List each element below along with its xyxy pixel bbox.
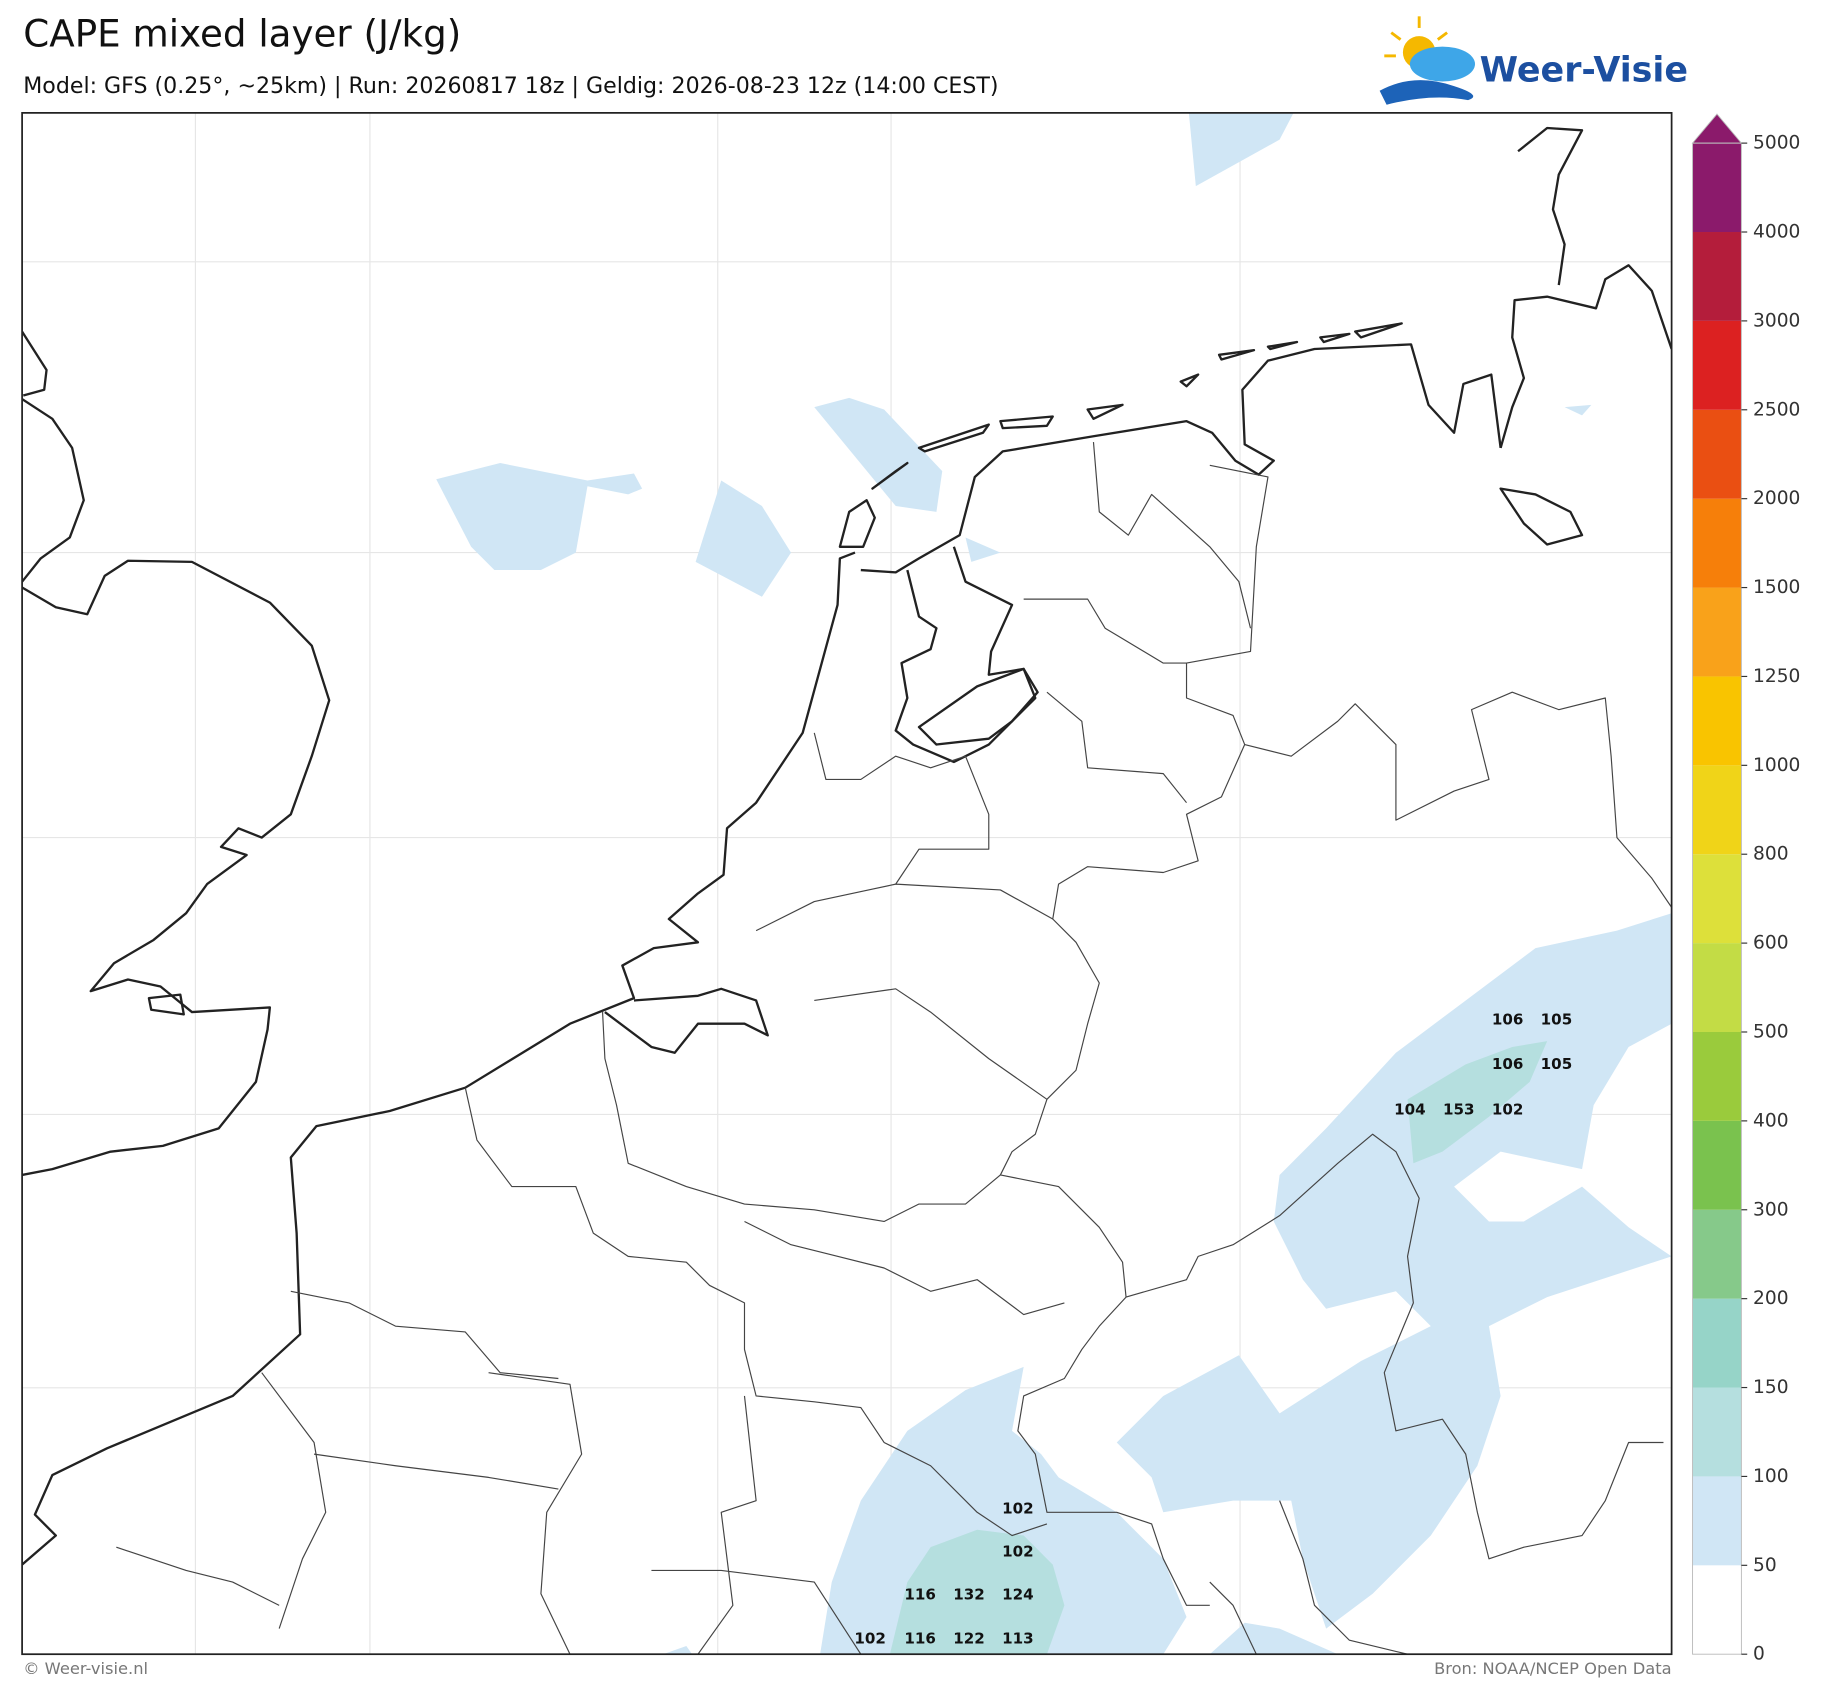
colorbar-tick-label: 1500 <box>1753 577 1800 598</box>
colorbar-tick-label: 150 <box>1753 1377 1789 1398</box>
cape-value-label: 132 <box>953 1585 985 1603</box>
colorbar-tick-label: 400 <box>1753 1110 1789 1131</box>
cape-value-label: 106 <box>1492 1011 1524 1029</box>
borders <box>116 442 1672 1655</box>
colorbar-segment <box>1692 1031 1742 1121</box>
colorbar-tick-label: 200 <box>1753 1288 1789 1309</box>
colorbar-frame <box>1692 142 1742 1655</box>
colorbar-segment <box>1692 943 1742 1032</box>
colorbar-segment <box>1692 232 1742 321</box>
colorbar: 0 50 100 150 200 300 400 500 600 800 1000 1250 1500 2… <box>1691 113 1800 1665</box>
colorbar-segment <box>1692 143 1742 233</box>
colorbar-segment <box>1692 1476 1742 1566</box>
colorbar-tick-label: 0 <box>1753 1644 1765 1665</box>
colorbar-extend <box>1691 113 1743 144</box>
subtitle: Model: GFS (0.25°, ~25km) | Run: 2026081… <box>23 73 998 99</box>
colorbar-tick-label: 1250 <box>1753 666 1800 687</box>
cape-value-label: 116 <box>904 1585 936 1603</box>
cape-value-label: 102 <box>854 1630 886 1648</box>
colorbar-tick-label: 1000 <box>1753 755 1800 776</box>
colorbar-tick-label: 500 <box>1753 1021 1789 1042</box>
colorbar-segment <box>1692 498 1742 588</box>
colorbar-segment <box>1692 1298 1742 1388</box>
colorbar-tick-label: 800 <box>1753 844 1789 865</box>
colorbar-tick-label: 300 <box>1753 1199 1789 1220</box>
cape-value-label: 153 <box>1443 1100 1475 1118</box>
title: CAPE mixed layer (J/kg) <box>23 12 461 56</box>
cape-value-label: 102 <box>1002 1542 1034 1560</box>
map: 106 105 106 105 104 153 102 102 102 116 132 124 102 1… <box>22 112 1672 1655</box>
cape-value-label: 104 <box>1394 1100 1426 1118</box>
colorbar-tick-label: 50 <box>1753 1555 1777 1576</box>
colorbar-tick-label: 100 <box>1753 1466 1789 1487</box>
colorbar-tick-label: 2000 <box>1753 488 1800 509</box>
colorbar-tick-label: 5000 <box>1753 133 1800 154</box>
colorbar-tick-label: 4000 <box>1753 222 1800 243</box>
coastlines <box>22 126 1672 1566</box>
colorbar-segment <box>1692 1120 1742 1210</box>
cape-value-label: 105 <box>1541 1011 1573 1029</box>
colorbar-segment <box>1692 587 1742 677</box>
cape-value-label: 124 <box>1002 1585 1034 1603</box>
colorbar-tick-label: 600 <box>1753 933 1789 954</box>
logo-text: Weer-Visie <box>1480 50 1688 90</box>
colorbar-segment <box>1692 676 1742 766</box>
colorbar-segment <box>1692 409 1742 499</box>
cape-value-label: 113 <box>1002 1630 1034 1648</box>
colorbar-segment <box>1692 1387 1742 1477</box>
cape-value-label: 105 <box>1541 1055 1573 1073</box>
footer-left: © Weer-visie.nl <box>23 1659 148 1678</box>
cape-100-area <box>889 1041 1548 1655</box>
cape-value-label: 102 <box>1492 1100 1524 1118</box>
cape-value-label: 106 <box>1492 1055 1524 1073</box>
map-frame <box>21 112 1673 1656</box>
footer-right: Bron: NOAA/NCEP Open Data <box>1434 1659 1672 1678</box>
colorbar-tick-label: 3000 <box>1753 310 1800 331</box>
colorbar-segment <box>1692 320 1742 410</box>
colorbar-segment <box>1692 1565 1742 1655</box>
colorbar-tick-label: 2500 <box>1753 399 1800 420</box>
cape-value-label: 102 <box>1002 1499 1034 1517</box>
colorbar-segment <box>1692 854 1742 944</box>
cape-value-label: 122 <box>953 1630 985 1648</box>
colorbar-segment <box>1692 1209 1742 1299</box>
colorbar-segment <box>1692 765 1742 855</box>
logo: Weer-Visie <box>1379 16 1688 105</box>
cape-value-label: 116 <box>904 1630 936 1648</box>
